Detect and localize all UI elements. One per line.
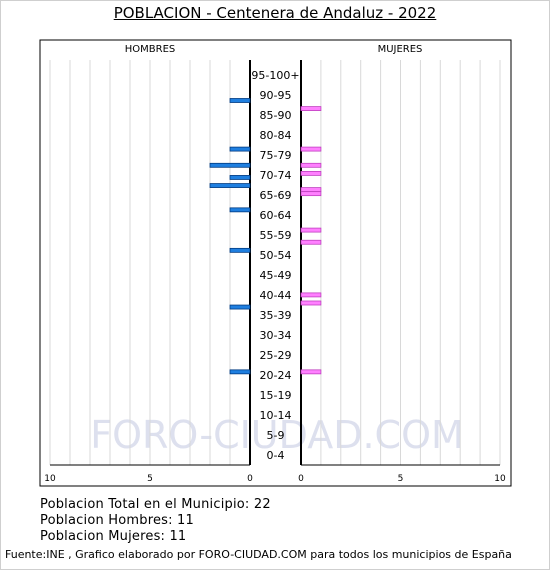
- age-group-label: 45-49: [260, 269, 292, 282]
- bar-mujeres: [300, 106, 322, 111]
- x-tick-label-right: 10: [494, 474, 506, 484]
- bar-mujeres: [300, 187, 322, 193]
- x-tick-label-right: 0: [298, 474, 304, 484]
- age-group-label: 50-54: [260, 249, 292, 262]
- age-group-label: 40-44: [260, 289, 292, 302]
- bar-mujeres: [300, 239, 322, 245]
- age-group-label: 90-95: [260, 89, 292, 102]
- bar-mujeres: [300, 170, 322, 176]
- x-tick-label-left: 0: [247, 474, 253, 484]
- bar-hombres: [229, 175, 251, 180]
- bar-mujeres: [300, 300, 322, 306]
- population-pyramid-chart: FORO-CIUDAD.COM HOMBRES MUJERES 10 5 0 0 5 10 95-…: [39, 39, 512, 487]
- age-group-label: 30-34: [260, 329, 292, 342]
- bar-mujeres: [300, 162, 322, 168]
- age-group-label: 70-74: [260, 169, 292, 182]
- bar-hombres: [209, 183, 251, 188]
- bar-hombres: [229, 146, 251, 152]
- bar-mujeres: [300, 292, 322, 298]
- bar-hombres: [229, 304, 251, 310]
- women-population-text: Poblacion Mujeres: 11: [40, 529, 187, 544]
- x-tick-label-left: 10: [44, 474, 56, 484]
- chart-title: POBLACION - Centenera de Andaluz - 2022: [113, 4, 437, 22]
- bar-hombres: [209, 162, 251, 168]
- age-group-label: 85-90: [260, 109, 292, 122]
- age-group-label: 20-24: [260, 369, 292, 382]
- age-group-label: 65-69: [260, 189, 292, 202]
- age-group-label: 95-100+: [251, 69, 299, 82]
- total-population-text: Poblacion Total en el Municipio: 22: [40, 497, 271, 512]
- bar-hombres: [229, 247, 251, 253]
- age-group-label: 35-39: [260, 309, 292, 322]
- bar-mujeres: [300, 146, 322, 152]
- x-tick-label-right: 5: [398, 474, 404, 484]
- men-population-text: Poblacion Hombres: 11: [40, 513, 194, 528]
- age-group-label: 60-64: [260, 209, 292, 222]
- age-group-label: 15-19: [260, 389, 292, 402]
- watermark: FORO-CIUDAD.COM: [90, 413, 464, 457]
- bar-mujeres: [300, 191, 322, 197]
- bar-mujeres: [300, 227, 322, 233]
- x-tick-label-left: 5: [147, 474, 153, 484]
- age-group-label: 55-59: [260, 229, 292, 242]
- bar-hombres: [229, 369, 251, 375]
- bar-hombres: [229, 98, 251, 103]
- panel-label-hombres: HOMBRES: [125, 44, 176, 55]
- source-footer: Fuente:INE , Grafico elaborado por FORO-…: [5, 548, 512, 561]
- age-group-label: 75-79: [260, 149, 292, 162]
- chart-box: [39, 39, 512, 487]
- bar-mujeres: [300, 369, 322, 375]
- age-group-label: 10-14: [260, 409, 292, 422]
- panel-label-mujeres: MUJERES: [378, 44, 423, 55]
- bar-hombres: [229, 207, 251, 213]
- age-group-label: 80-84: [260, 129, 292, 142]
- age-group-label: 25-29: [260, 349, 292, 362]
- age-group-label: 5-9: [267, 429, 285, 442]
- age-group-label: 0-4: [267, 449, 285, 462]
